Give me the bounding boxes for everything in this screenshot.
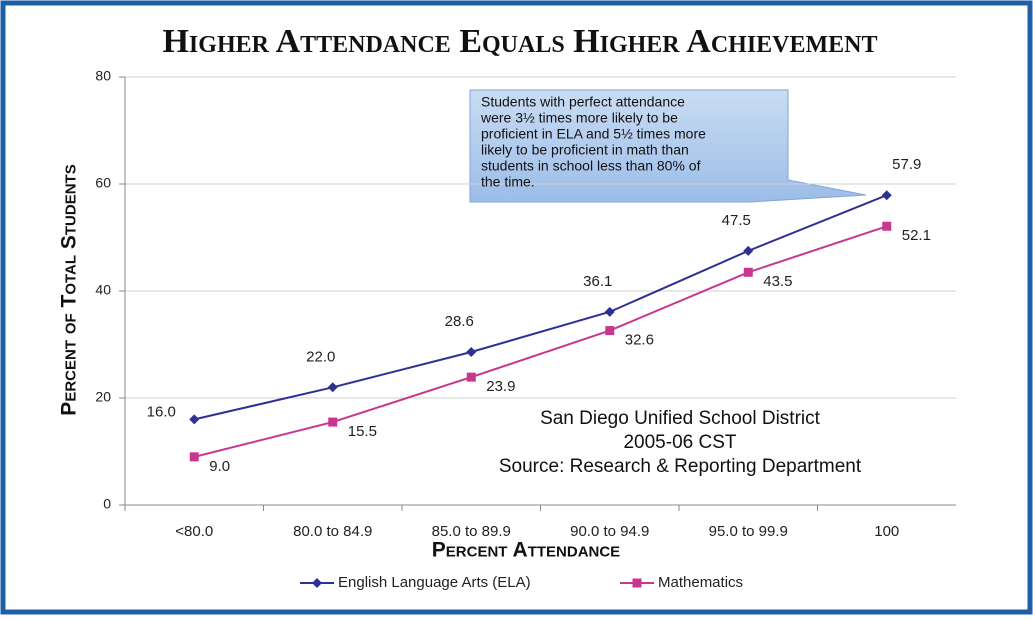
annotation-text: were 3½ times more likely to be (480, 110, 678, 126)
y-tick-label: 40 (95, 282, 111, 298)
data-label: 16.0 (147, 403, 176, 420)
chart-title: Higher Attendance Equals Higher Achievem… (162, 23, 877, 60)
x-tick-label: 90.0 to 94.9 (570, 523, 649, 540)
y-tick-label: 80 (95, 68, 111, 84)
point-marker (882, 221, 892, 231)
point-marker (328, 417, 338, 427)
legend-marker (312, 578, 322, 588)
x-tick-label: 95.0 to 99.9 (709, 523, 788, 540)
data-label: 32.6 (625, 332, 654, 349)
source-text: San Diego Unified School District (540, 408, 821, 429)
data-label: 28.6 (445, 313, 474, 330)
data-label: 57.9 (892, 156, 921, 173)
source-text: Source: Research & Reporting Department (499, 456, 862, 477)
point-marker (604, 306, 615, 317)
point-marker (466, 372, 476, 382)
data-label: 43.5 (763, 273, 792, 290)
x-axis-label: Percent Attendance (432, 539, 620, 562)
annotation-text: proficient in ELA and 5½ times more (481, 126, 706, 142)
point-marker (466, 346, 477, 357)
y-tick-label: 60 (95, 175, 111, 191)
annotation-text: students in school less than 80% of (481, 158, 701, 174)
data-label: 36.1 (583, 273, 612, 290)
data-label: 9.0 (209, 458, 230, 475)
callout-box (469, 89, 867, 203)
point-marker (605, 326, 615, 336)
y-axis-label: Percent of Total Students (58, 164, 81, 415)
annotation-text: likely to be proficient in math than (481, 142, 689, 158)
y-tick-label: 20 (95, 389, 111, 405)
point-marker (189, 414, 200, 425)
point-marker (743, 245, 754, 256)
series-line (194, 194, 888, 421)
point-marker (189, 452, 199, 462)
x-tick-label: 80.0 to 84.9 (293, 523, 372, 540)
point-marker (881, 190, 892, 201)
data-label: 52.1 (902, 227, 931, 244)
series-line (194, 225, 888, 458)
source-text: 2005-06 CST (623, 432, 736, 453)
legend-label: English Language Arts (ELA) (338, 574, 531, 591)
x-tick-label: <80.0 (175, 523, 213, 540)
x-tick-label: 100 (874, 523, 899, 540)
data-label: 47.5 (722, 212, 751, 229)
data-label: 22.0 (306, 348, 335, 365)
y-tick-label: 0 (103, 496, 111, 512)
data-label: 23.9 (486, 378, 515, 395)
point-marker (743, 267, 753, 277)
legend-label: Mathematics (658, 574, 743, 591)
legend-marker (632, 578, 642, 588)
annotation-text: Students with perfect attendance (481, 94, 685, 110)
point-marker (327, 382, 338, 393)
annotation-text: the time. (481, 174, 535, 190)
data-label: 15.5 (348, 423, 377, 440)
x-tick-label: 85.0 to 89.9 (432, 523, 511, 540)
